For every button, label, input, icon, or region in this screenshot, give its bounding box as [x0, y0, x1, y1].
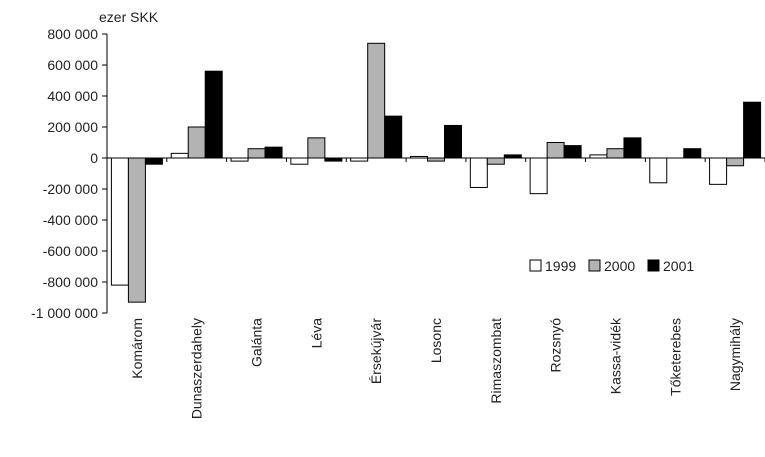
y-tick-label: -400 000: [43, 212, 98, 228]
y-tick-label: 0: [90, 150, 98, 166]
y-tick-label: 400 000: [47, 88, 98, 104]
x-category-label: Rozsnyó: [548, 318, 564, 373]
bar-2001-5: [444, 124, 462, 159]
x-category-label: Léva: [308, 318, 324, 349]
y-tick-label: -200 000: [43, 181, 98, 197]
bar-1999-7: [529, 157, 548, 195]
y-tick-label: 600 000: [47, 57, 98, 73]
legend: 1999 2000 2001: [529, 258, 694, 274]
bar-2001-0: [144, 157, 163, 165]
x-category-label: Komárom: [129, 318, 145, 379]
x-category-label: Érsekújvár: [368, 318, 384, 384]
x-category-label: Tőketerebes: [667, 318, 683, 396]
bar-2001-7: [563, 145, 582, 159]
bar-2001-2: [264, 146, 283, 159]
y-tick-label: -600 000: [43, 243, 98, 259]
x-category-label: Rimaszombat: [488, 318, 504, 404]
legend-label: 2001: [663, 258, 694, 274]
x-category-label: Galánta: [249, 318, 265, 367]
y-axis-unit-label: ezer SKK: [99, 9, 159, 25]
y-tick-label: -800 000: [43, 274, 98, 290]
x-category-label: Nagymihály: [727, 318, 743, 391]
bar-2001-4: [384, 115, 403, 159]
bar-1999-10: [709, 157, 728, 185]
bar-2000-0: [127, 157, 146, 303]
y-axis: 800 000 600 000 400 000 200 000 0 -200 000 -40…: [31, 26, 107, 321]
bar-1999-9: [649, 157, 668, 184]
legend-swatch-2000: [588, 259, 601, 272]
bar-2000-8: [606, 148, 625, 159]
y-tick-label: 200 000: [47, 119, 98, 135]
x-axis-labels: Komárom Dunaszerdahely Galánta Léva Érsekújv…: [129, 317, 743, 419]
bar-2000-7: [546, 142, 565, 159]
bar-2000-4: [367, 42, 386, 159]
y-tick-label: 800 000: [47, 26, 98, 42]
bar-2001-1: [204, 70, 223, 159]
legend-label: 2000: [604, 258, 635, 274]
bar-2000-10: [726, 157, 745, 167]
x-category-label: Kassa-vidék: [607, 317, 623, 394]
legend-swatch-2001: [647, 259, 660, 272]
legend-label: 1999: [545, 258, 576, 274]
bar-1999-0: [110, 157, 129, 286]
bar-2000-6: [486, 157, 505, 165]
x-category-label: Losonc: [428, 318, 444, 363]
y-tick-label: -1 000 000: [31, 305, 98, 321]
bar-2000-1: [187, 126, 206, 159]
bar-2001-9: [683, 148, 702, 159]
legend-swatch-1999: [529, 259, 542, 272]
bar-2001-10: [743, 101, 762, 159]
bar-1999-3: [290, 157, 309, 165]
bar-1999-1: [170, 152, 189, 159]
bar-2001-8: [623, 137, 642, 159]
bar-2000-2: [247, 148, 266, 159]
x-category-label: Dunaszerdahely: [189, 318, 205, 419]
axes: [106, 34, 765, 313]
bar-1999-6: [469, 157, 488, 188]
bar-2000-3: [307, 137, 326, 159]
